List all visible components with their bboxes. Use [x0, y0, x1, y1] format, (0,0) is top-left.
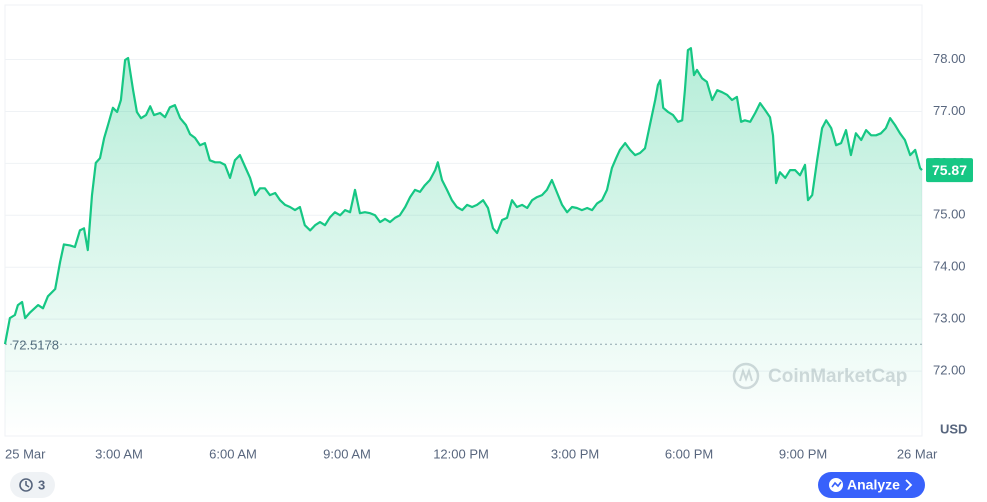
y-tick-label: 75.00	[933, 207, 966, 222]
x-tick-label: 3:00 PM	[551, 446, 599, 461]
y-tick-label: 77.00	[933, 103, 966, 118]
current-price-label: 75.87	[932, 162, 967, 178]
analyze-button[interactable]: Analyze	[818, 472, 925, 498]
x-tick-label: 26 Mar	[897, 446, 938, 461]
analyze-label[interactable]: Analyze	[847, 477, 900, 493]
analyze-button-bg[interactable]	[818, 472, 925, 498]
x-tick-label: 12:00 PM	[433, 446, 489, 461]
price-line	[3, 47, 923, 345]
x-tick-label: 25 Mar	[5, 446, 46, 461]
y-tick-label: 73.00	[933, 311, 966, 326]
y-tick-label: 74.00	[933, 259, 966, 274]
x-tick-label: 3:00 AM	[95, 446, 143, 461]
y-tick-label: 78.00	[933, 51, 966, 66]
x-tick-label: 6:00 PM	[665, 446, 713, 461]
y-tick-label: 72.00	[933, 363, 966, 378]
history-icon	[19, 478, 33, 492]
price-area	[5, 48, 922, 436]
unit-label: USD	[940, 421, 967, 436]
history-count[interactable]: 3	[38, 477, 45, 492]
analyze-icon-line	[831, 481, 842, 488]
analyze-chevron	[905, 479, 913, 491]
current-price-box	[926, 158, 973, 183]
x-tick-label: 9:00 AM	[323, 446, 371, 461]
x-tick-label: 9:00 PM	[779, 446, 827, 461]
x-tick-label: 6:00 AM	[209, 446, 257, 461]
history-button[interactable]: 3	[10, 472, 55, 498]
history-icon-hands	[25, 481, 30, 488]
